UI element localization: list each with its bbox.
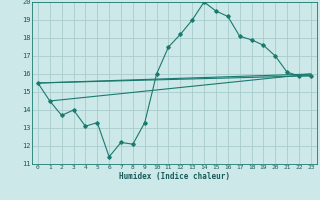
X-axis label: Humidex (Indice chaleur): Humidex (Indice chaleur) <box>119 172 230 181</box>
